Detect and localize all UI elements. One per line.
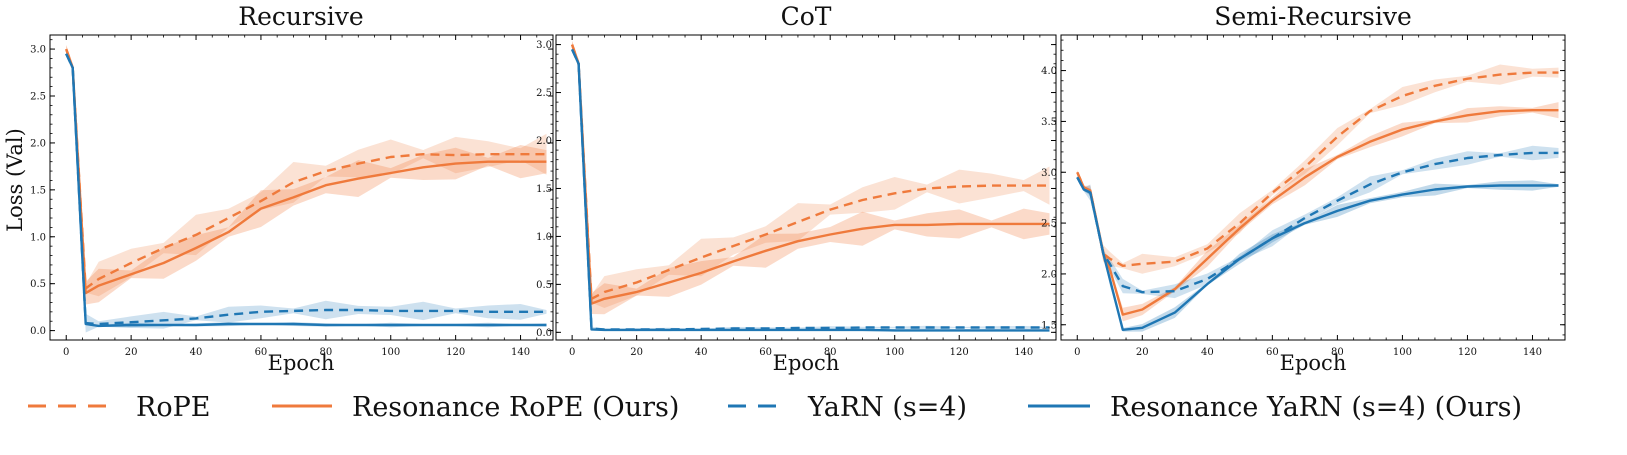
x-tick-label: 140 bbox=[1014, 347, 1033, 358]
series-line bbox=[570, 44, 1050, 305]
x-tick-label: 20 bbox=[125, 347, 138, 358]
x-tick-label: 40 bbox=[695, 347, 708, 358]
series-line bbox=[1076, 176, 1559, 331]
panel-title-cot: CoT bbox=[781, 2, 832, 31]
x-tick-label: 120 bbox=[446, 347, 465, 358]
x-tick-label: 120 bbox=[950, 347, 969, 358]
legend-label-resonance-rope: Resonance RoPE (Ours) bbox=[352, 392, 679, 423]
x-tick-label: 20 bbox=[1136, 347, 1149, 358]
plot-cot: 0 20 40 60 80 100 120 140 0.0 0.5 1.0 1.5 2.0 2.5 3.0 bbox=[536, 34, 1057, 358]
y-tick-label: 2.0 bbox=[30, 138, 46, 149]
y-tick-label: 1.5 bbox=[1041, 320, 1057, 331]
x-tick-label: 140 bbox=[1523, 347, 1542, 358]
panel-title-semi-recursive: Semi-Recursive bbox=[1214, 2, 1412, 31]
y-tick-label: 3.5 bbox=[1041, 117, 1057, 128]
legend-label-yarn: YaRN (s=4) bbox=[807, 392, 967, 423]
x-tick-label: 100 bbox=[1393, 347, 1412, 358]
xlabel-cot: Epoch bbox=[773, 351, 840, 375]
series-band bbox=[1077, 145, 1559, 299]
y-tick-label: 3.0 bbox=[1041, 168, 1057, 179]
axes-frame bbox=[1060, 34, 1566, 341]
plot-recursive: 0 20 40 60 80 100 120 140 0.0 0.5 1.0 1.5 2.0 2.5 3.0 bbox=[30, 34, 554, 358]
series-band bbox=[66, 44, 547, 297]
plot-content bbox=[570, 40, 1050, 332]
y-tick-label: 2.0 bbox=[536, 136, 552, 147]
series-line bbox=[1076, 71, 1559, 267]
x-tick-label: 20 bbox=[630, 347, 643, 358]
xlabel-recursive: Epoch bbox=[268, 351, 335, 375]
x-tick-label: 100 bbox=[381, 347, 400, 358]
y-tick-label: 0.5 bbox=[30, 279, 46, 290]
panel-recursive: Recursive Epoch Loss (Val) 0 20 40 60 80 100 1… bbox=[3, 2, 554, 375]
x-tick-label: 80 bbox=[1331, 347, 1344, 358]
plot-semi-recursive: 0 20 40 60 80 100 120 140 1.5 2.0 2.5 3.0 3.5 4.0 bbox=[1041, 34, 1566, 358]
xlabel-semi-recursive: Epoch bbox=[1280, 351, 1347, 375]
y-tick-label: 2.0 bbox=[1041, 269, 1057, 280]
y-tick-label: 1.0 bbox=[30, 232, 46, 243]
y-tick-label: 2.5 bbox=[30, 92, 46, 103]
x-tick-label: 80 bbox=[319, 347, 332, 358]
x-tick-label: 100 bbox=[885, 347, 904, 358]
y-tick-label: 0.0 bbox=[30, 326, 46, 337]
y-tick-label: 3.0 bbox=[536, 40, 552, 51]
series-line bbox=[65, 53, 547, 328]
x-tick-label: 0 bbox=[569, 347, 575, 358]
y-tick-label: 4.0 bbox=[1041, 66, 1057, 77]
x-tick-label: 0 bbox=[63, 347, 69, 358]
y-tick-label: 1.5 bbox=[30, 185, 46, 196]
legend-label-rope: RoPE bbox=[136, 392, 210, 423]
legend: RoPE Resonance RoPE (Ours) YaRN (s=4) Re… bbox=[28, 392, 1522, 423]
axes-frame bbox=[555, 34, 1057, 341]
series-line bbox=[571, 48, 1050, 332]
series-band bbox=[572, 40, 1050, 309]
plot-content bbox=[1076, 64, 1559, 332]
legend-label-resonance-yarn: Resonance YaRN (s=4) (Ours) bbox=[1110, 392, 1522, 423]
series-line bbox=[65, 48, 547, 295]
x-tick-label: 80 bbox=[824, 347, 837, 358]
y-tick-label: 1.5 bbox=[536, 184, 552, 195]
axes-frame bbox=[49, 34, 554, 341]
y-tick-label: 0.0 bbox=[536, 328, 552, 339]
panel-semi-recursive: Semi-Recursive Epoch 0 20 40 60 80 100 120 140 1… bbox=[1041, 2, 1566, 375]
x-tick-label: 40 bbox=[1201, 347, 1214, 358]
x-tick-label: 60 bbox=[1266, 347, 1279, 358]
series-line bbox=[65, 53, 547, 326]
ylabel: Loss (Val) bbox=[3, 128, 27, 232]
y-tick-label: 0.5 bbox=[536, 280, 552, 291]
series-line bbox=[570, 44, 1050, 300]
x-tick-label: 140 bbox=[511, 347, 530, 358]
y-tick-label: 2.5 bbox=[536, 88, 552, 99]
x-tick-label: 120 bbox=[1458, 347, 1477, 358]
panel-cot: CoT Epoch 0 20 40 60 80 100 120 140 0.0 0.5 1.0 1.5… bbox=[536, 2, 1057, 375]
y-tick-label: 2.5 bbox=[1041, 219, 1057, 230]
x-tick-label: 40 bbox=[190, 347, 203, 358]
panel-title-recursive: Recursive bbox=[238, 2, 363, 31]
plot-content bbox=[65, 44, 547, 333]
x-tick-label: 60 bbox=[255, 347, 268, 358]
series-line bbox=[65, 48, 547, 290]
y-tick-label: 1.0 bbox=[536, 232, 552, 243]
x-tick-label: 0 bbox=[1074, 347, 1080, 358]
x-tick-label: 60 bbox=[759, 347, 772, 358]
y-tick-label: 3.0 bbox=[30, 45, 46, 56]
